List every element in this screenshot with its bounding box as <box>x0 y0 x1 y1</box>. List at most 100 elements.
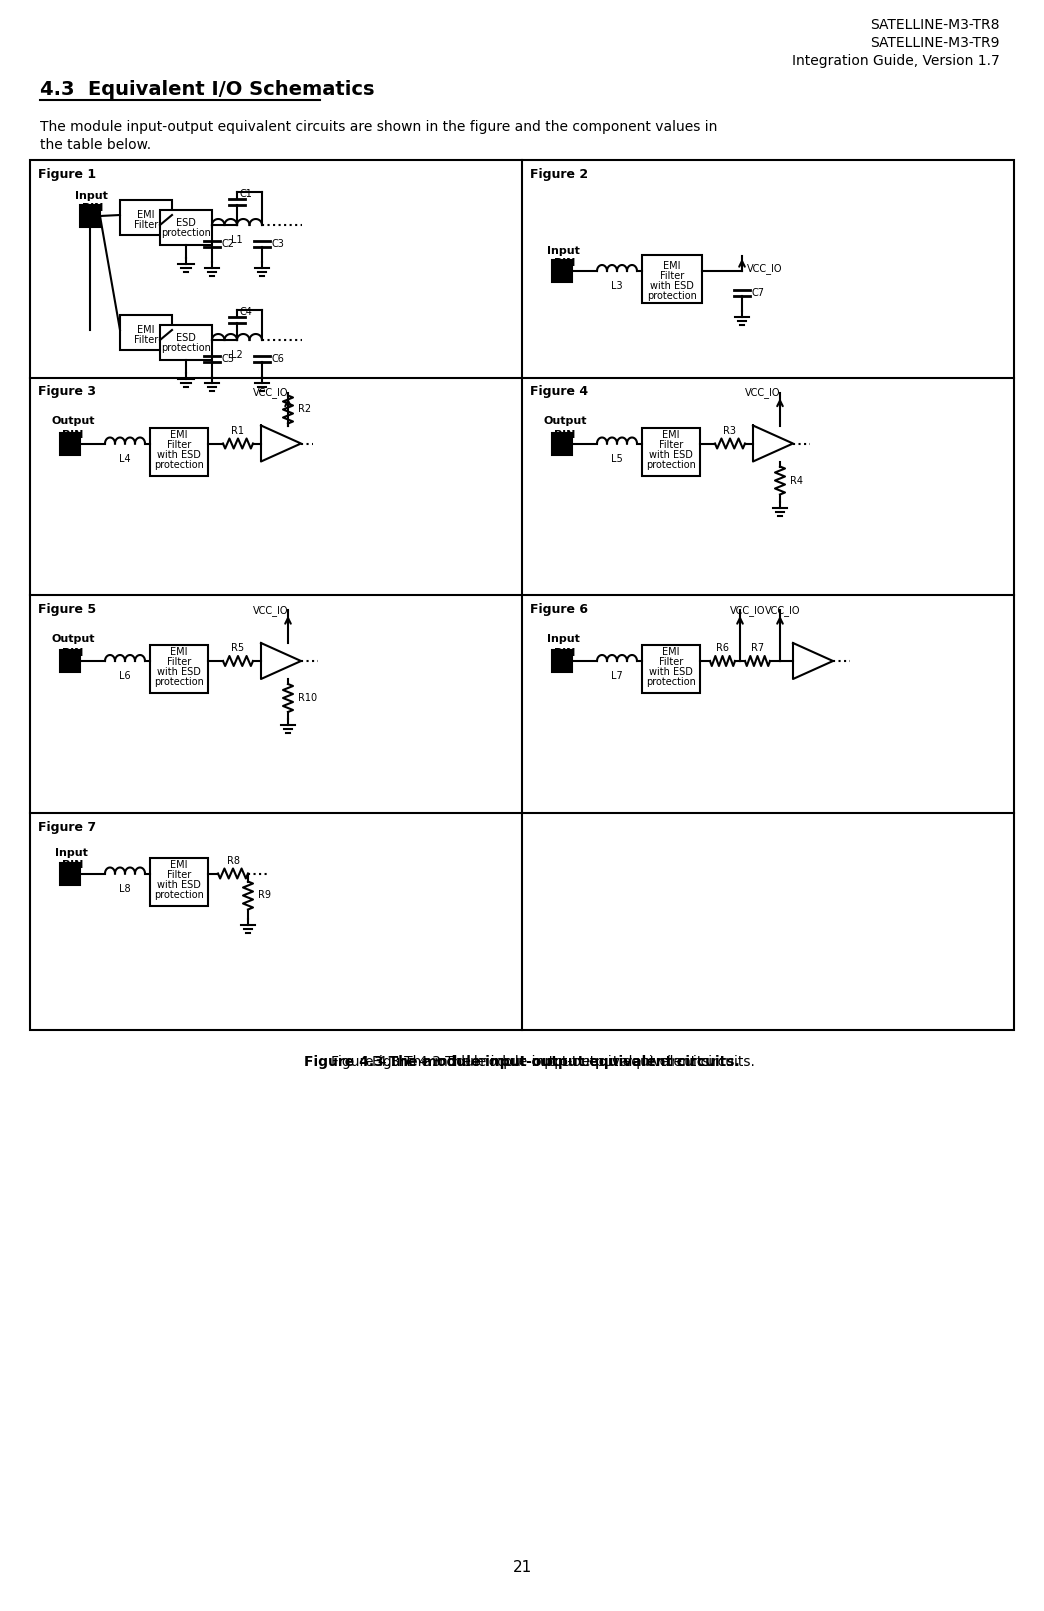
Bar <box>642 255 702 303</box>
Text: R5: R5 <box>232 643 244 652</box>
Text: C6: C6 <box>272 354 285 364</box>
Text: the table below.: the table below. <box>40 139 151 151</box>
Text: with ESD: with ESD <box>157 449 200 459</box>
Text: protection: protection <box>155 889 204 899</box>
Text: R6: R6 <box>716 643 729 652</box>
Bar <box>150 644 208 693</box>
Text: Filter: Filter <box>167 440 191 449</box>
Text: Filter: Filter <box>167 657 191 667</box>
Bar <box>642 644 699 693</box>
Text: PIN: PIN <box>554 648 575 657</box>
Text: L1: L1 <box>231 235 243 245</box>
Text: Filter: Filter <box>659 440 683 449</box>
Text: Figure 6: Figure 6 <box>530 603 588 615</box>
Text: L4: L4 <box>119 454 130 464</box>
Text: protection: protection <box>161 343 211 353</box>
Text: R1: R1 <box>232 425 244 435</box>
Bar <box>160 325 212 359</box>
Bar <box>80 205 100 227</box>
Text: Figure 5: Figure 5 <box>38 603 96 615</box>
Text: VCC_IO: VCC_IO <box>748 263 783 274</box>
Bar <box>150 857 208 905</box>
Text: Filter: Filter <box>660 271 684 280</box>
Text: Figure 1: Figure 1 <box>38 168 96 180</box>
Bar <box>60 432 80 454</box>
Bar <box>60 862 80 884</box>
Bar <box>552 259 572 282</box>
Text: R10: R10 <box>298 693 317 702</box>
Bar <box>552 649 572 672</box>
Text: with ESD: with ESD <box>157 880 200 889</box>
Text: 4.3  Equivalent I/O Schematics: 4.3 Equivalent I/O Schematics <box>40 81 375 98</box>
Text: R9: R9 <box>258 891 271 901</box>
Text: L7: L7 <box>611 672 623 681</box>
Text: L6: L6 <box>119 672 130 681</box>
Text: R7: R7 <box>751 643 764 652</box>
Text: EMI: EMI <box>170 648 188 657</box>
Text: PIN: PIN <box>62 430 84 440</box>
Text: SATELLINE-M3-TR9: SATELLINE-M3-TR9 <box>871 35 1000 50</box>
Text: EMI: EMI <box>137 325 155 335</box>
Text: C4: C4 <box>240 308 253 317</box>
Text: R2: R2 <box>298 404 311 414</box>
Text: EMI: EMI <box>137 209 155 221</box>
Text: C1: C1 <box>240 188 253 200</box>
Text: Figure 4.3 The module input-output equivalent circuits.: Figure 4.3 The module input-output equiv… <box>372 1055 755 1070</box>
Text: L3: L3 <box>611 280 623 292</box>
Bar <box>30 159 1014 1029</box>
Text: with ESD: with ESD <box>650 280 694 292</box>
Text: Figure 7: Figure 7 <box>38 820 96 833</box>
Text: Integration Guide, Version 1.7: Integration Guide, Version 1.7 <box>792 55 1000 68</box>
Text: R4: R4 <box>790 475 803 485</box>
Text: Figure 4: Figure 4 <box>530 385 588 398</box>
Bar <box>552 432 572 454</box>
Text: Figure 4.3 The module input-output equivalent circuits.: Figure 4.3 The module input-output equiv… <box>304 1055 740 1070</box>
Text: EMI: EMI <box>170 430 188 440</box>
Bar <box>120 200 172 235</box>
Text: EMI: EMI <box>662 648 680 657</box>
Text: VCC_IO: VCC_IO <box>253 388 288 398</box>
Text: ESD: ESD <box>176 333 196 343</box>
Bar <box>160 209 212 245</box>
Text: Output: Output <box>52 417 95 427</box>
Text: VCC_IO: VCC_IO <box>745 388 781 398</box>
Text: C2: C2 <box>222 238 235 250</box>
Bar <box>60 649 80 672</box>
Text: R8: R8 <box>227 855 239 865</box>
Text: Input: Input <box>547 635 579 644</box>
Text: EMI: EMI <box>170 860 188 870</box>
Text: Input: Input <box>547 246 579 256</box>
Text: Filter: Filter <box>659 657 683 667</box>
Text: Output: Output <box>544 417 588 427</box>
Text: L8: L8 <box>119 883 130 894</box>
Text: with ESD: with ESD <box>157 667 200 677</box>
Text: with ESD: with ESD <box>649 667 693 677</box>
Text: SATELLINE-M3-TR8: SATELLINE-M3-TR8 <box>871 18 1000 32</box>
Text: PIN: PIN <box>62 648 84 657</box>
Text: PIN: PIN <box>554 258 575 267</box>
Text: Filter: Filter <box>167 870 191 880</box>
Text: The module input-output equivalent circuits are shown in the figure and the comp: The module input-output equivalent circu… <box>40 119 717 134</box>
Text: Input: Input <box>75 192 108 201</box>
Text: L2: L2 <box>231 350 243 359</box>
Text: 21: 21 <box>513 1559 531 1576</box>
Text: protection: protection <box>647 292 697 301</box>
Bar <box>120 316 172 350</box>
Text: Filter: Filter <box>134 335 158 345</box>
Text: ESD: ESD <box>176 217 196 229</box>
Text: with ESD: with ESD <box>649 449 693 459</box>
Text: EMI: EMI <box>662 430 680 440</box>
Text: EMI: EMI <box>663 261 681 271</box>
Text: Filter: Filter <box>134 221 158 230</box>
Text: C7: C7 <box>752 288 765 298</box>
Bar <box>150 427 208 475</box>
Text: protection: protection <box>155 677 204 686</box>
Text: L5: L5 <box>611 454 623 464</box>
Text: Figure 2: Figure 2 <box>530 168 588 180</box>
Text: VCC_IO: VCC_IO <box>730 606 765 615</box>
Text: protection: protection <box>646 459 696 469</box>
Text: protection: protection <box>155 459 204 469</box>
Text: C5: C5 <box>222 354 235 364</box>
Text: PIN: PIN <box>82 203 103 213</box>
Text: Input: Input <box>55 849 88 859</box>
